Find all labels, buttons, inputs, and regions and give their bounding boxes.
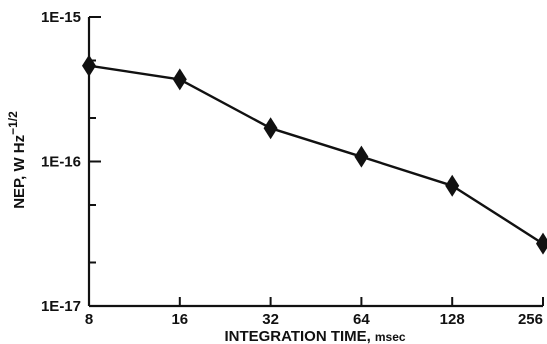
x-tick-label: 128 [440, 311, 465, 328]
series-line [88, 64, 544, 245]
series-line-path [88, 64, 544, 245]
x-tick-label: 32 [262, 311, 279, 328]
x-tick-label: 8 [85, 311, 93, 328]
y-tick-label: 1E-16 [41, 154, 81, 171]
x-tick-labels: 8 16 32 64 128 256 [85, 311, 543, 328]
data-point-diamond [445, 174, 460, 197]
x-tick-label: 16 [171, 311, 188, 328]
data-point-diamond [172, 68, 187, 91]
y-axis-title: NEP, W Hz−1/2 [6, 111, 28, 209]
data-point-diamond [263, 117, 278, 140]
data-point-diamond [354, 145, 369, 168]
x-tick-label: 64 [353, 311, 370, 328]
y-tick-labels: 1E-17 1E-16 1E-15 [41, 9, 81, 315]
x-axis-title: INTEGRATION TIME, msec [224, 328, 405, 344]
x-tick-label: 256 [518, 311, 543, 328]
data-point-diamond [536, 232, 547, 255]
data-point-diamond [82, 54, 96, 77]
data-markers [82, 54, 547, 255]
y-tick-label: 1E-15 [41, 9, 81, 26]
y-tick-label: 1E-17 [41, 298, 81, 315]
axes [87, 17, 543, 308]
tick-marks [88, 16, 544, 307]
